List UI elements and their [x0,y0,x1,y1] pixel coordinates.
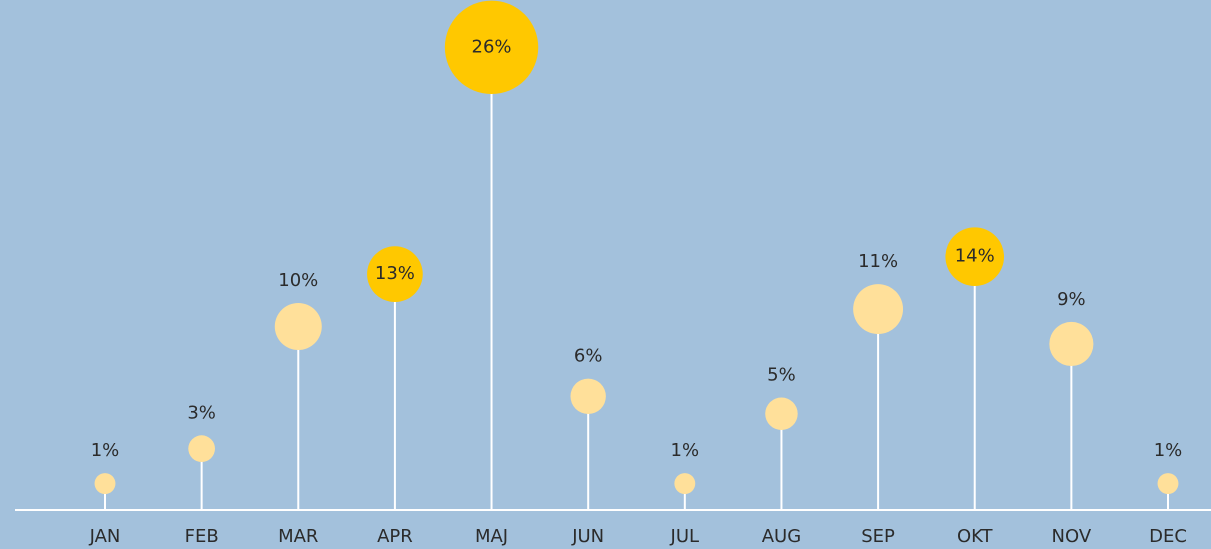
value-label: 1% [91,440,120,461]
value-label: 1% [671,440,700,461]
dot [570,378,606,414]
value-label: 3% [187,402,216,423]
dot [188,435,215,462]
x-tick-label: FEB [185,526,219,547]
x-tick-label: JAN [89,526,121,547]
dot [1157,473,1179,494]
x-tick-label: SEP [861,526,895,547]
value-label: 5% [767,365,796,386]
dot [274,303,322,350]
x-tick-label: APR [377,526,413,547]
value-label: 26% [472,36,512,57]
x-tick-label: NOV [1052,526,1092,547]
x-tick-label: JUL [670,526,700,547]
dot [765,397,798,430]
value-label: 9% [1057,289,1086,310]
x-tick-label: JUN [571,526,604,547]
value-label: 14% [955,246,995,267]
dot [945,227,1005,286]
value-label: 6% [574,346,603,367]
dot [853,284,904,334]
x-tick-label: MAR [278,526,318,547]
dot [1049,321,1094,367]
value-label: 11% [858,251,898,272]
x-tick-label: DEC [1149,526,1187,547]
dot [367,246,423,302]
x-tick-label: AUG [762,526,801,547]
value-label: 1% [1154,440,1183,461]
dot [94,473,116,494]
x-tick-label: MAJ [475,526,508,547]
value-label: 10% [278,270,318,291]
dot [674,473,696,494]
dot [444,0,539,94]
value-label: 13% [375,263,415,284]
x-tick-label: OKT [957,526,994,547]
